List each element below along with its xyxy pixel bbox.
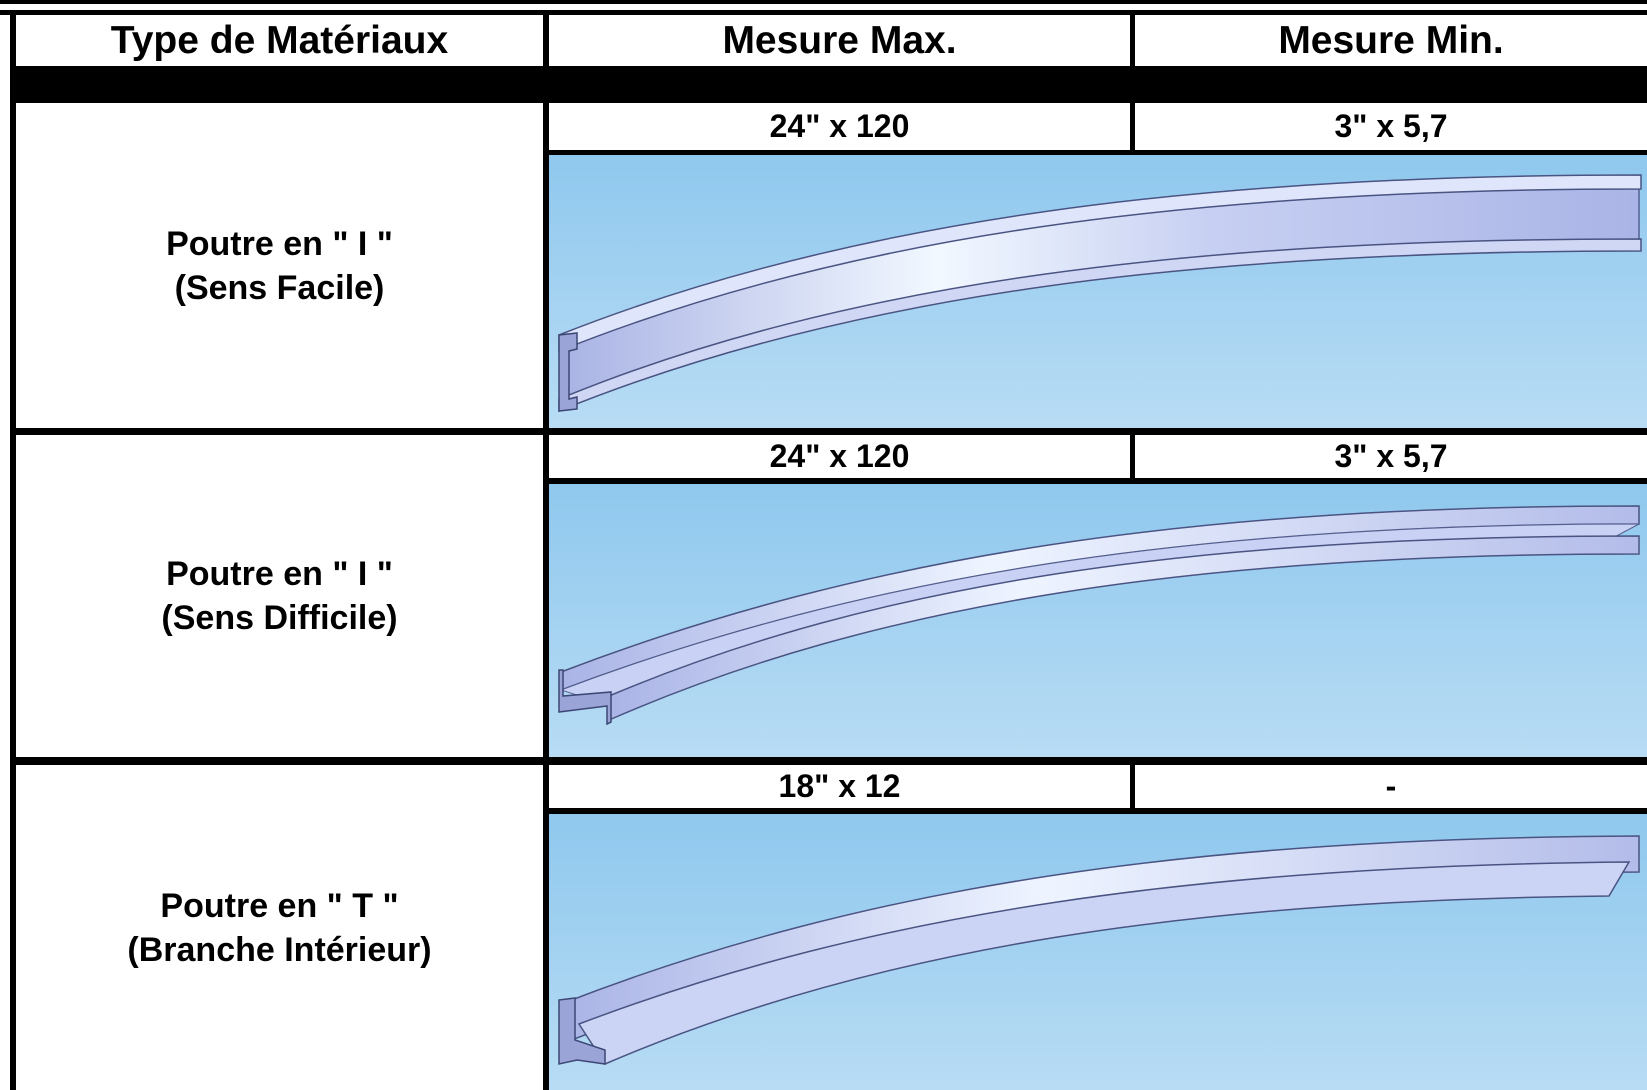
row-2-material-line2: (Sens Difficile) (161, 599, 398, 637)
column-divider-1 (543, 10, 549, 1090)
row-1-beam-illustration (549, 155, 1647, 428)
header-min: Mesure Min. (1278, 19, 1504, 62)
top-border-inner (0, 10, 1647, 15)
row-3-max: 18" x 12 (778, 768, 901, 804)
measure-divider-r1 (1130, 103, 1135, 153)
row-2-beam-illustration (549, 484, 1647, 757)
row-1-max: 24" x 120 (769, 108, 910, 144)
measure-line-r1 (549, 150, 1647, 155)
row-divider-2 (10, 757, 1647, 765)
row-3-material-line2: (Branche Intérieur) (127, 930, 432, 969)
row-3-material: Poutre en " T " (Branche Intérieur) (16, 765, 543, 1090)
header-separator (10, 66, 1647, 103)
i-beam-hard-axis-illustration (549, 484, 1647, 757)
header-max: Mesure Max. (722, 19, 957, 62)
measure-line-r2 (549, 478, 1647, 484)
row-2-max: 24" x 120 (769, 438, 910, 474)
row-3-min: - (1385, 768, 1397, 804)
row-3-material-line1: Poutre en " T " (160, 886, 399, 925)
row-1-material-line1: Poutre en " I " (166, 224, 393, 263)
t-beam-inner-flange-illustration (549, 814, 1647, 1090)
row-1-material-line2: (Sens Facile) (174, 268, 385, 307)
row-2-material-line1: Poutre en " I " (166, 555, 393, 593)
row-1-material: Poutre en " I " (Sens Facile) (16, 103, 543, 428)
measure-line-r3 (549, 808, 1647, 814)
measure-divider-r3 (1130, 765, 1135, 811)
row-3-beam-illustration (549, 814, 1647, 1090)
measure-divider-r2 (1130, 435, 1135, 481)
row-2-material: Poutre en " I " (Sens Difficile) (16, 435, 543, 757)
top-border (0, 0, 1647, 4)
header-material: Type de Matériaux (110, 19, 449, 62)
row-1-min: 3" x 5,7 (1334, 108, 1448, 144)
row-divider-1 (10, 428, 1647, 435)
row-2-min: 3" x 5,7 (1334, 438, 1448, 474)
left-border (10, 10, 16, 1090)
column-divider-2 (1130, 10, 1135, 68)
i-beam-easy-axis-illustration (549, 155, 1647, 428)
